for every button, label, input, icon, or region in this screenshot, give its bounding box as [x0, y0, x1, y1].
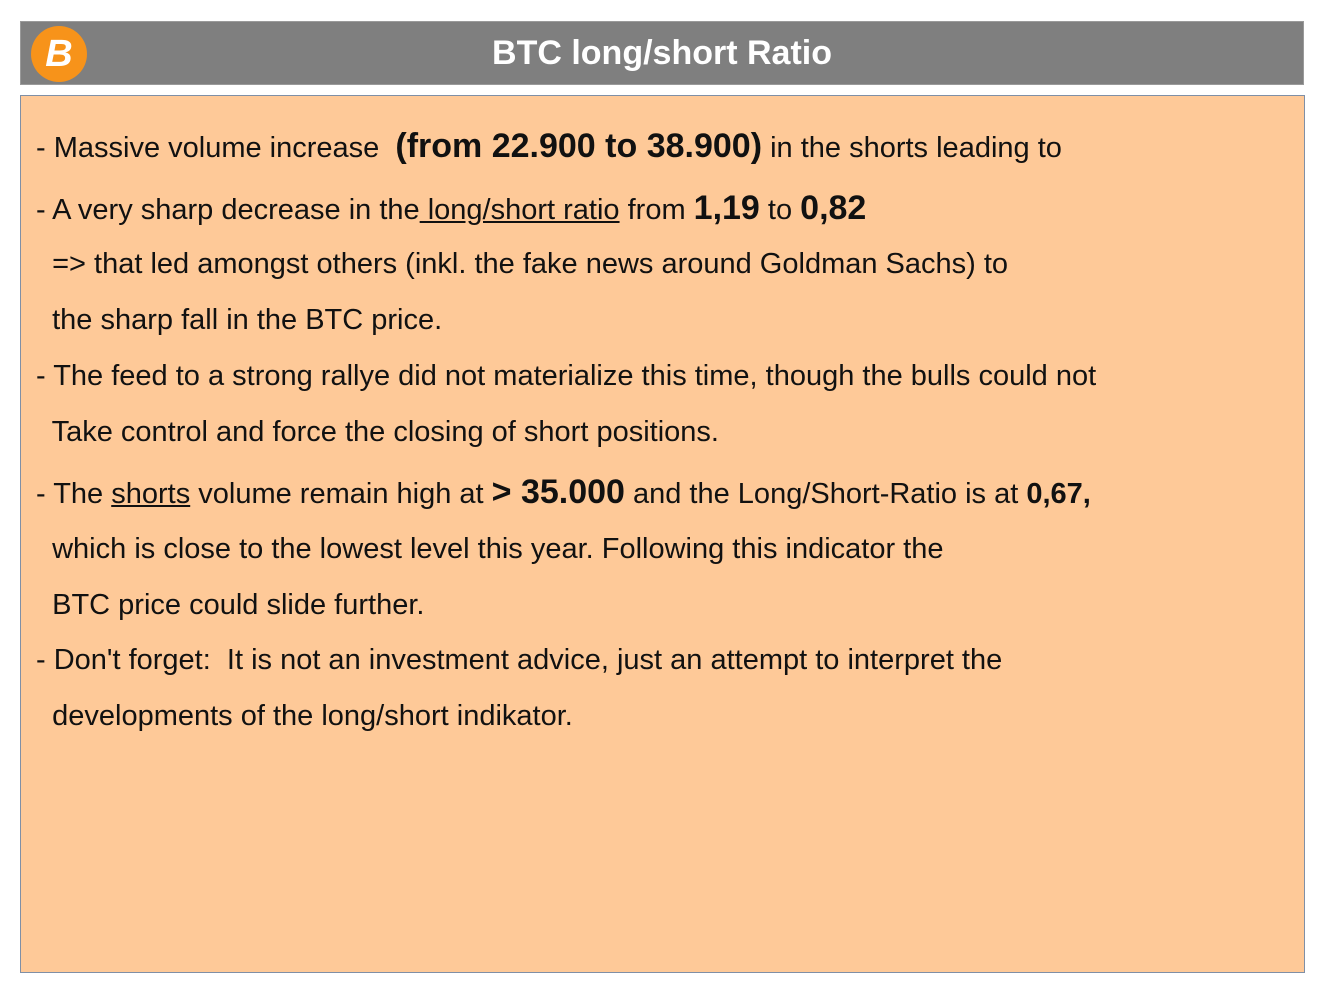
text-segment: volume remain high at — [190, 478, 492, 510]
highlighted-value: 0,67, — [1026, 478, 1091, 510]
text-segment: - The feed to a strong rallye did not ma… — [36, 360, 1097, 392]
text-line: => that led amongst others (inkl. the fa… — [36, 244, 1008, 284]
text-segment: and the Long/Short-Ratio is at — [624, 478, 1027, 510]
text-line: - The shorts volume remain high at > 35.… — [36, 472, 1091, 514]
text-segment: from — [619, 194, 694, 226]
text-segment: => that led amongst others (inkl. the fa… — [36, 248, 1009, 280]
bitcoin-icon: B — [31, 26, 87, 82]
highlighted-value: 1,19 — [693, 189, 760, 227]
highlighted-value: 0,82 — [800, 189, 867, 227]
text-line: the sharp fall in the BTC price. — [36, 300, 442, 340]
text-line: - A very sharp decrease in the long/shor… — [36, 188, 866, 230]
text-segment: BTC price could slide further. — [36, 589, 425, 621]
slide-header: B BTC long/short Ratio — [20, 21, 1304, 85]
underlined-term: long/short ratio — [419, 194, 620, 226]
text-segment: developments of the long/short indikator… — [36, 700, 573, 732]
text-segment: - A very sharp decrease in the — [36, 194, 420, 226]
content-box: - Massive volume increase (from 22.900 t… — [20, 95, 1305, 973]
text-line: which is close to the lowest level this … — [36, 529, 943, 569]
underlined-term: shorts — [111, 478, 191, 510]
highlighted-value: (from 22.900 to 38.900) — [395, 127, 763, 165]
text-segment: to — [759, 194, 801, 226]
text-line: - The feed to a strong rallye did not ma… — [36, 356, 1096, 396]
text-segment: - The — [36, 478, 112, 510]
text-segment: - Don't forget: It is not an investment … — [36, 644, 1003, 676]
highlighted-value: > 35.000 — [491, 473, 625, 511]
text-line: - Massive volume increase (from 22.900 t… — [36, 126, 1062, 168]
page-title: BTC long/short Ratio — [492, 34, 832, 72]
text-segment: the sharp fall in the BTC price. — [36, 304, 443, 336]
text-line: BTC price could slide further. — [36, 585, 424, 625]
text-segment: in the shorts leading to — [762, 132, 1062, 164]
text-line: Take control and force the closing of sh… — [36, 412, 719, 452]
text-segment: which is close to the lowest level this … — [36, 533, 944, 565]
text-segment: Take control and force the closing of sh… — [36, 416, 719, 448]
text-line: developments of the long/short indikator… — [36, 696, 573, 736]
text-line: - Don't forget: It is not an investment … — [36, 640, 1002, 680]
text-segment: - Massive volume increase — [36, 132, 396, 164]
